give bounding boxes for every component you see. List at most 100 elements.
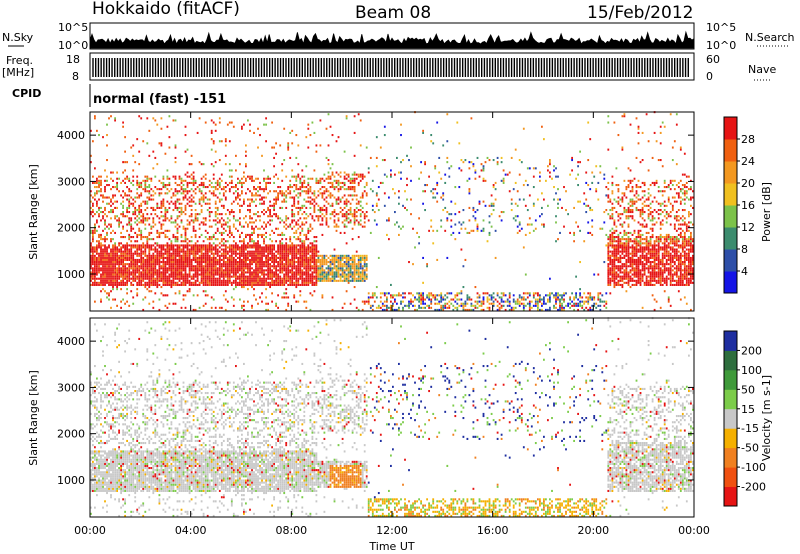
heatmap-cell bbox=[442, 192, 445, 195]
heatmap-cell bbox=[130, 261, 133, 264]
heatmap-cell bbox=[124, 265, 127, 268]
heatmap-cell bbox=[164, 275, 167, 278]
heatmap-cell bbox=[241, 277, 243, 280]
heatmap-cell bbox=[271, 248, 274, 251]
heatmap-cell bbox=[239, 204, 241, 207]
heatmap-cell bbox=[124, 281, 127, 284]
heatmap-cell bbox=[206, 198, 209, 201]
heatmap-cell bbox=[257, 256, 259, 259]
heatmap-cell bbox=[349, 302, 352, 305]
heatmap-cell bbox=[176, 246, 179, 249]
heatmap-cell bbox=[134, 252, 137, 255]
heatmap-cell bbox=[104, 283, 106, 286]
heatmap-cell bbox=[245, 265, 247, 268]
heatmap-cell bbox=[206, 261, 209, 264]
heatmap-cell bbox=[245, 252, 247, 255]
heatmap-cell bbox=[482, 227, 485, 230]
heatmap-cell bbox=[307, 279, 310, 282]
heatmap-cell bbox=[339, 200, 342, 203]
heatmap-cell bbox=[307, 267, 310, 270]
heatmap-cell bbox=[212, 265, 215, 268]
heatmap-cell bbox=[230, 263, 233, 266]
heatmap-cell bbox=[237, 275, 239, 278]
heatmap-cell bbox=[247, 252, 249, 255]
heatmap-cell bbox=[253, 242, 255, 245]
heatmap-cell bbox=[122, 196, 125, 199]
heatmap-cell bbox=[218, 198, 221, 201]
heatmap-cell bbox=[132, 144, 135, 147]
heatmap-cell bbox=[144, 248, 147, 251]
heatmap-cell bbox=[414, 298, 416, 301]
heatmap-cell bbox=[176, 269, 179, 272]
heatmap-cell bbox=[478, 175, 481, 178]
heatmap-cell bbox=[297, 269, 300, 272]
heatmap-cell bbox=[184, 236, 187, 239]
heatmap-cell bbox=[444, 304, 447, 307]
heatmap-cell bbox=[251, 175, 253, 178]
heatmap-cell bbox=[323, 269, 326, 272]
heatmap-cell bbox=[142, 271, 145, 274]
heatmap-cell bbox=[94, 231, 96, 234]
heatmap-cell bbox=[291, 242, 294, 245]
heatmap-cell bbox=[228, 273, 231, 276]
heatmap-cell bbox=[170, 275, 173, 278]
heatmap-cell bbox=[220, 269, 223, 272]
heatmap-cell bbox=[130, 290, 133, 293]
heatmap-cell bbox=[297, 144, 300, 147]
heatmap-cell bbox=[327, 194, 330, 197]
heatmap-cell bbox=[230, 179, 233, 182]
heatmap-cell bbox=[168, 219, 171, 222]
heatmap-cell bbox=[261, 279, 263, 282]
heatmap-cell bbox=[442, 209, 445, 212]
heatmap-cell bbox=[482, 298, 485, 301]
heatmap-cell bbox=[144, 244, 147, 247]
heatmap-cell bbox=[114, 117, 117, 120]
heatmap-cell bbox=[168, 254, 171, 257]
heatmap-cell bbox=[386, 308, 388, 311]
heatmap-cell bbox=[241, 252, 243, 255]
heatmap-cell bbox=[126, 281, 129, 284]
heatmap-cell bbox=[146, 206, 149, 209]
heatmap-cell bbox=[321, 177, 324, 180]
heatmap-cell bbox=[158, 298, 161, 301]
heatmap-cell bbox=[208, 283, 211, 286]
heatmap-cell bbox=[164, 261, 167, 264]
heatmap-cell bbox=[206, 267, 209, 270]
heatmap-cell bbox=[293, 283, 296, 286]
heatmap-cell bbox=[156, 163, 159, 166]
heatmap-cell bbox=[192, 277, 195, 280]
heatmap-cell bbox=[150, 269, 153, 272]
heatmap-cell bbox=[202, 198, 205, 201]
heatmap-cell bbox=[299, 277, 302, 280]
heatmap-cell bbox=[365, 194, 368, 197]
heatmap-cell bbox=[263, 179, 265, 182]
heatmap-cell bbox=[464, 308, 467, 311]
heatmap-cell bbox=[204, 281, 207, 284]
heatmap-cell bbox=[94, 181, 96, 184]
heatmap-cell bbox=[156, 215, 159, 218]
heatmap-cell bbox=[172, 233, 175, 236]
heatmap-cell bbox=[355, 279, 358, 282]
heatmap-cell bbox=[486, 156, 489, 159]
heatmap-cell bbox=[228, 181, 231, 184]
heatmap-cell bbox=[249, 202, 251, 205]
heatmap-cell bbox=[182, 250, 185, 253]
heatmap-cell bbox=[277, 269, 280, 272]
heatmap-cell bbox=[327, 190, 330, 193]
heatmap-cell bbox=[307, 277, 310, 280]
heatmap-cell bbox=[128, 188, 131, 191]
heatmap-cell bbox=[196, 263, 199, 266]
heatmap-cell bbox=[492, 209, 495, 212]
heatmap-cell bbox=[261, 271, 263, 274]
heatmap-cell bbox=[224, 138, 227, 141]
heatmap-cell bbox=[474, 286, 477, 289]
heatmap-cell bbox=[112, 277, 114, 280]
heatmap-cell bbox=[118, 250, 121, 253]
heatmap-cell bbox=[293, 252, 296, 255]
heatmap-cell bbox=[176, 277, 179, 280]
heatmap-cell bbox=[120, 279, 123, 282]
heatmap-cell bbox=[460, 304, 463, 307]
heatmap-cell bbox=[122, 211, 125, 214]
heatmap-cell bbox=[261, 196, 263, 199]
heatmap-cell bbox=[361, 175, 364, 178]
